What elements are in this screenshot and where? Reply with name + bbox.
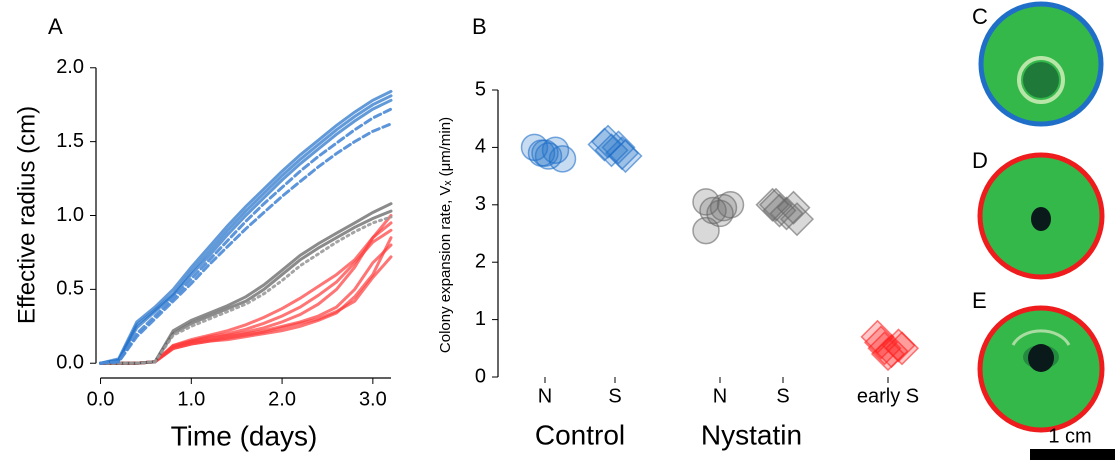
point <box>870 336 906 372</box>
y-tick-label: 0.0 <box>56 352 84 374</box>
point <box>884 331 920 366</box>
y-tick-label: 0.5 <box>56 278 84 300</box>
panel-label: A <box>48 14 63 39</box>
line-series <box>99 209 393 365</box>
colony-arc <box>1011 329 1071 346</box>
x-tick-label: 3.0 <box>359 388 387 410</box>
line-series <box>99 89 393 365</box>
scale-bar-label: 1 cm <box>1048 425 1091 447</box>
line-series <box>99 122 393 365</box>
y-tick-label: 1.0 <box>56 204 84 226</box>
image-panels: C D E <box>972 1 1105 433</box>
line-series <box>99 255 393 365</box>
y-axis-label: Effective radius (cm) <box>13 106 40 324</box>
line-series <box>99 107 393 365</box>
x-tick-label: 2.0 <box>268 388 296 410</box>
x-tick-label: early S <box>857 385 919 407</box>
line-series <box>99 221 393 365</box>
scale-bar <box>1030 449 1115 460</box>
colony-center <box>1028 344 1054 372</box>
x-tick-label: 0.0 <box>87 388 115 410</box>
point <box>758 187 794 222</box>
point <box>594 133 629 168</box>
colony-center <box>1031 207 1051 231</box>
panel-label: B <box>472 14 487 39</box>
panel-label: E <box>972 288 987 313</box>
panel-label: D <box>972 148 988 173</box>
line-series <box>99 215 393 365</box>
point <box>604 136 640 171</box>
y-tick-label: 1 <box>475 308 486 330</box>
colony-center <box>1023 62 1059 98</box>
x-tick-label: S <box>776 385 789 407</box>
y-tick-label: 0 <box>475 365 486 387</box>
y-tick-label: 4 <box>475 136 486 158</box>
y-tick-label: 2 <box>475 250 486 272</box>
x-tick-label: 1.0 <box>177 388 205 410</box>
group-label: Control <box>535 419 625 450</box>
point <box>779 202 815 237</box>
point <box>548 145 577 173</box>
x-tick-label: N <box>713 385 727 407</box>
y-axis-label: Colony expansion rate, Vₓ (μm/min) <box>437 117 454 353</box>
group-label: Nystatin <box>701 419 802 450</box>
panel-label: C <box>972 4 988 29</box>
y-tick-label: 2.0 <box>56 56 84 78</box>
x-tick-label: S <box>608 385 621 407</box>
colony-ring <box>1017 56 1065 104</box>
point <box>706 199 734 228</box>
y-tick-label: 5 <box>475 78 486 100</box>
point <box>590 124 626 159</box>
line-series <box>99 214 393 365</box>
line-series <box>99 98 393 365</box>
point <box>755 187 790 222</box>
y-tick-label: 1.5 <box>56 130 84 152</box>
x-axis-label: Time (days) <box>171 420 318 451</box>
x-tick-label: N <box>538 385 552 407</box>
y-tick-label: 3 <box>475 193 486 215</box>
point <box>531 139 559 167</box>
